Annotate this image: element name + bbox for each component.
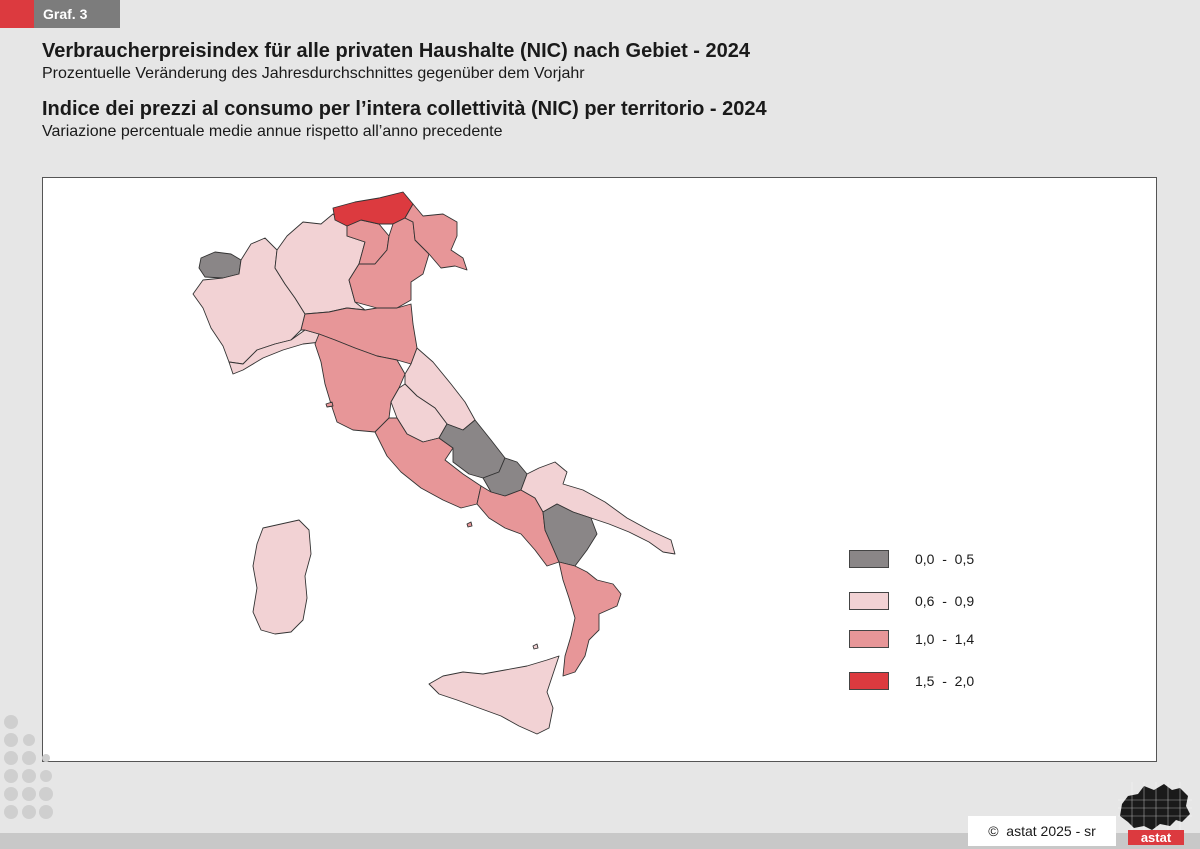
- legend-label: 0,0 - 0,5: [915, 551, 975, 567]
- chart-number-badge: Graf. 3: [34, 0, 120, 28]
- island-lipari: [532, 643, 539, 650]
- badge-accent: [0, 0, 34, 28]
- title-german: Verbraucherpreisindex für alle privaten …: [42, 40, 751, 62]
- legend-item: 0,0 - 0,5: [849, 550, 1089, 572]
- astat-logo: astat: [1118, 782, 1192, 845]
- logo-text: astat: [1141, 830, 1172, 845]
- legend-swatch: [849, 630, 889, 648]
- map-panel: 0,0 - 0,5 0,6 - 0,9 1,0 - 1,4 1,5 - 2,0: [42, 177, 1157, 762]
- italy-map: [192, 191, 676, 735]
- region-basilicata: [542, 503, 598, 567]
- footer-bar: [0, 833, 1200, 849]
- legend-item: 1,5 - 2,0: [849, 672, 1089, 694]
- decorative-dots: [4, 715, 53, 819]
- island-elba: [325, 401, 334, 408]
- credit-text: astat 2025 - sr: [1006, 823, 1096, 839]
- region-sardegna: [252, 519, 312, 635]
- legend-label: 0,6 - 0,9: [915, 593, 975, 609]
- legend-swatch: [849, 672, 889, 690]
- copyright-symbol: ©: [988, 823, 999, 839]
- subtitle-german: Prozentuelle Veränderung des Jahresdurch…: [42, 65, 585, 82]
- legend-swatch: [849, 550, 889, 568]
- legend-item: 0,6 - 0,9: [849, 592, 1089, 614]
- region-valle-d-aosta: [198, 251, 242, 279]
- region-friuli-venezia-giulia: [404, 203, 468, 271]
- legend-label: 1,0 - 1,4: [915, 631, 975, 647]
- region-lazio: [374, 417, 482, 509]
- legend-label: 1,5 - 2,0: [915, 673, 975, 689]
- region-veneto: [348, 217, 430, 309]
- legend-swatch: [849, 592, 889, 610]
- island-capri-ischia: [466, 521, 473, 528]
- legend-item: 1,0 - 1,4: [849, 630, 1089, 652]
- region-calabria: [558, 561, 622, 677]
- subtitle-italian: Variazione percentuale medie annue rispe…: [42, 123, 503, 140]
- region-sicilia: [428, 655, 560, 735]
- title-italian: Indice dei prezzi al consumo per l’inter…: [42, 98, 767, 120]
- copyright-credit: © astat 2025 - sr: [968, 816, 1116, 846]
